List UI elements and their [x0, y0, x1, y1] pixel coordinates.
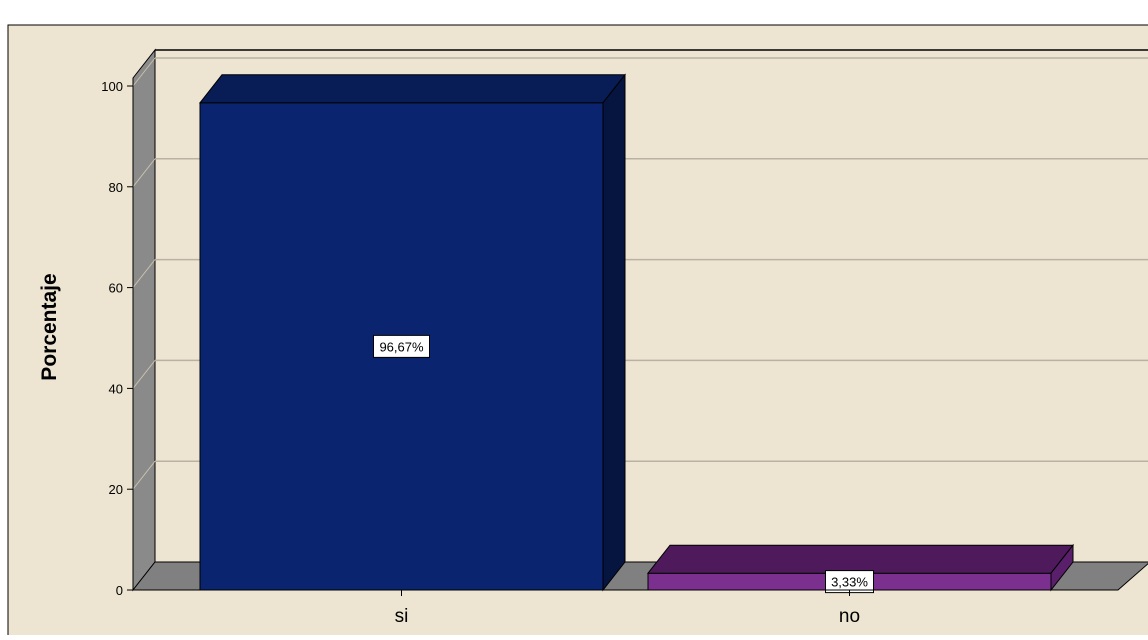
- gridline-side: [132, 259, 156, 288]
- y-tick-label: 0: [116, 583, 123, 598]
- gridline-side: [132, 158, 156, 188]
- gridline-side: [132, 360, 156, 389]
- x-tick-label: no: [839, 606, 860, 627]
- bar-side-si: [602, 73, 626, 592]
- bar-side-no: [1050, 543, 1074, 592]
- y-tick-label: 40: [109, 381, 123, 396]
- y-tick-label: 100: [101, 79, 123, 94]
- side-wall: [132, 48, 156, 592]
- y-tick-label: 80: [109, 180, 123, 195]
- x-axis: si no: [133, 589, 1118, 627]
- y-axis-label: Porcentaje: [38, 273, 61, 380]
- y-tick-label: 60: [109, 281, 123, 296]
- gridline-side: [132, 57, 156, 87]
- x-tick-label: si: [395, 606, 409, 627]
- y-axis: 0 20 40 60 80 100: [101, 78, 134, 598]
- data-label: 96,67%: [379, 339, 424, 354]
- data-label-box: [373, 334, 430, 358]
- y-tick-label: 20: [109, 482, 123, 497]
- bar-top-no: [646, 544, 1075, 574]
- gridline-side: [132, 460, 156, 490]
- bar-top-si: [198, 74, 627, 104]
- data-label: 3,33%: [831, 575, 868, 590]
